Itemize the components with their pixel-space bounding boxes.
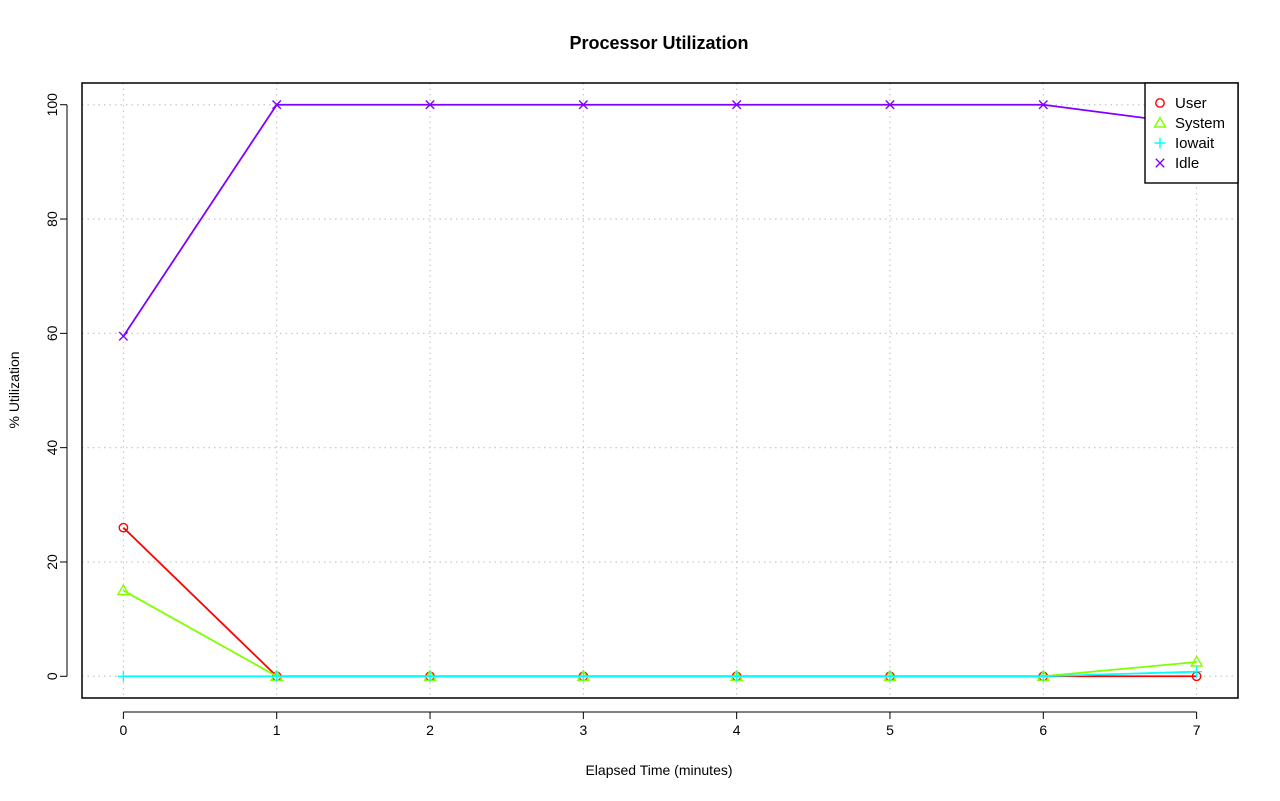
x-tick-label: 0 [119, 722, 127, 738]
legend-label-user: User [1175, 95, 1207, 112]
x-tick-label: 7 [1193, 722, 1201, 738]
y-tick-label: 100 [44, 93, 60, 117]
x-tick-label: 3 [579, 722, 587, 738]
series-line-system [122, 589, 1197, 678]
y-axis-label: % Utilization [6, 351, 22, 428]
data-point-system [1189, 655, 1204, 667]
data-point-idle [1038, 100, 1048, 110]
plot-frame [81, 82, 1239, 699]
data-point-idle [118, 331, 129, 341]
data-point-idle [731, 100, 742, 110]
series-idle [118, 100, 1202, 341]
series-line-iowait [123, 670, 1197, 678]
x-tick-label: 6 [1039, 722, 1047, 738]
series-line-idle [122, 103, 1197, 337]
x-axis-label: Elapsed Time (minutes) [585, 762, 732, 778]
x-tick-label: 5 [886, 722, 894, 738]
legend-marker-idle [1155, 158, 1165, 168]
legend-label-iowait: Iowait [1175, 135, 1215, 152]
data-point-iowait [424, 670, 436, 682]
series-system [116, 583, 1204, 681]
legend: User System Iowait Idle [1144, 82, 1239, 184]
data-point-iowait [577, 670, 589, 682]
legend-marker-iowait [1154, 137, 1166, 149]
y-tick-label: 60 [44, 325, 60, 341]
data-point-iowait [271, 670, 283, 682]
data-point-idle [425, 100, 435, 110]
data-point-idle [578, 100, 589, 110]
data-point-iowait [1191, 666, 1203, 678]
series-line-user [122, 527, 1197, 678]
axes: 0 1 2 3 4 5 6 7 0 20 40 60 80 100 [44, 93, 1201, 738]
data-point-idle [885, 100, 895, 110]
grid [82, 83, 1238, 698]
y-tick-label: 40 [44, 440, 60, 456]
data-point-iowait [884, 670, 896, 682]
legend-box [1144, 82, 1239, 184]
chart-title: Processor Utilization [569, 33, 748, 53]
data-point-iowait [117, 670, 129, 682]
legend-marker-system [1153, 116, 1167, 128]
series-iowait [117, 666, 1203, 682]
series-layer [116, 100, 1204, 682]
data-point-iowait [1037, 670, 1049, 682]
legend-label-system: System [1175, 115, 1225, 132]
y-tick-label: 20 [44, 554, 60, 570]
data-point-idle [272, 100, 282, 110]
data-point-system [116, 583, 131, 596]
y-tick-label: 0 [44, 672, 60, 680]
legend-label-idle: Idle [1175, 155, 1199, 172]
data-point-user [118, 522, 129, 533]
legend-marker-user [1155, 98, 1165, 108]
x-tick-label: 1 [273, 722, 281, 738]
x-tick-label: 2 [426, 722, 434, 738]
data-point-iowait [731, 670, 743, 682]
series-user [118, 522, 1202, 682]
x-tick-label: 4 [733, 722, 741, 738]
y-tick-label: 80 [44, 211, 60, 227]
